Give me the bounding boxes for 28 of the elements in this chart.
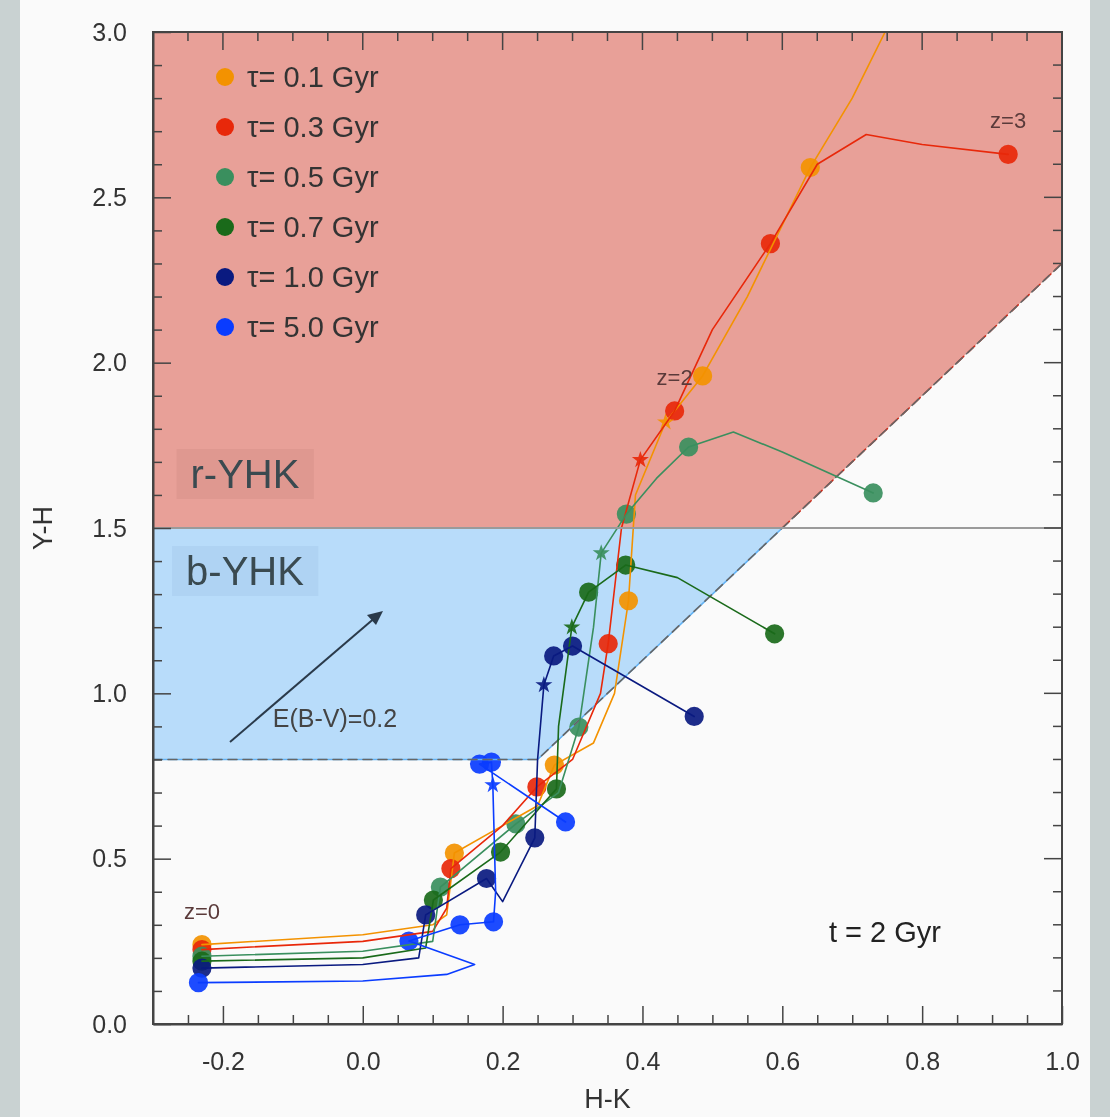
x-tick-label: 0.0 (345, 1046, 381, 1075)
y-tick-label: 2.5 (92, 182, 127, 211)
x-tick-label: 0.6 (765, 1046, 801, 1075)
y-tick-label: 1.5 (92, 513, 127, 542)
x-tick-label: 0.8 (905, 1046, 941, 1075)
x-axis-title: H-K (584, 1084, 631, 1114)
y-tick-label: 1.0 (92, 678, 127, 707)
legend-label: τ= 1.0 Gyr (247, 261, 379, 293)
x-tick-label: -0.2 (201, 1046, 245, 1075)
y-tick-label: 0.0 (92, 1009, 127, 1038)
y-tick-label: 3.0 (92, 17, 127, 46)
annotation: z=3 (990, 108, 1027, 134)
legend-label: τ= 5.0 Gyr (247, 311, 379, 343)
annotation: r-YHK (190, 452, 300, 496)
x-tick-label: 1.0 (1045, 1046, 1080, 1075)
annotation: t = 2 Gyr (828, 916, 942, 948)
x-tick-label: 0.4 (625, 1046, 661, 1075)
legend-label: τ= 0.3 Gyr (247, 111, 379, 143)
y-tick-label: 0.5 (92, 844, 127, 873)
annotation: z=0 (183, 898, 220, 924)
y-tick-label: 2.0 (92, 348, 127, 377)
x-tick-label: 0.2 (485, 1046, 521, 1075)
annotation: b-YHK (186, 549, 305, 593)
legend-label: τ= 0.5 Gyr (247, 161, 379, 193)
legend-label: τ= 0.7 Gyr (247, 211, 379, 243)
y-axis-title: Y-H (28, 505, 58, 551)
annotation: E(B-V)=0.2 (272, 704, 398, 732)
legend-label: τ= 0.1 Gyr (247, 61, 379, 93)
